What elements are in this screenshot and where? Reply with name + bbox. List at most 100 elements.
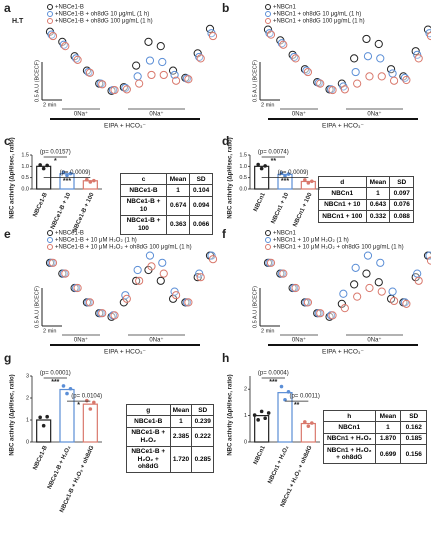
bar bbox=[300, 422, 316, 443]
panel-label: c bbox=[4, 134, 11, 148]
bar bbox=[36, 419, 52, 443]
legend-label: +NBCn1 + oh8dG 10 μg/mL (1 h) bbox=[273, 12, 361, 18]
data-point bbox=[263, 416, 267, 421]
data-point bbox=[65, 391, 69, 396]
bar bbox=[82, 403, 98, 443]
table-row: NBCe1-B 1 0.104 bbox=[120, 184, 213, 197]
table-cell: 0.332 bbox=[365, 210, 391, 223]
table-cell: 1 bbox=[374, 421, 402, 434]
data-point bbox=[61, 170, 66, 175]
data-point bbox=[340, 304, 349, 313]
table-cell: 1 bbox=[365, 187, 391, 200]
table-cell: 0.363 bbox=[165, 214, 191, 235]
data-point bbox=[328, 85, 337, 95]
table-row: NBCe1-B 1 0.239 bbox=[126, 415, 214, 428]
table-cell: 0.088 bbox=[389, 210, 414, 223]
legend-marker bbox=[47, 11, 53, 17]
panel-label: g bbox=[4, 351, 11, 365]
legend-marker bbox=[47, 244, 53, 250]
scale-x-label: 2 min bbox=[261, 102, 274, 108]
legend-marker bbox=[265, 18, 271, 24]
data-point bbox=[85, 398, 89, 403]
legend-marker bbox=[265, 4, 271, 10]
x-tick-label: NBCe1-B + 100 bbox=[72, 191, 96, 233]
table-row: NBCn1 + H₂O₂ + oh8dG 0.699 0.156 bbox=[323, 444, 427, 465]
significance: * bbox=[54, 158, 57, 165]
p-value: (p= 0.0004) bbox=[258, 371, 289, 377]
table-cell: NBCn1 + 10 bbox=[318, 198, 367, 212]
legend-label: +NBCe1-B + oh8dG 10 μg/mL (1 h) bbox=[55, 12, 149, 18]
p-value: (p= 0.0001) bbox=[40, 371, 71, 377]
data-point bbox=[353, 79, 362, 88]
p-value: (p= 0.0011) bbox=[289, 394, 319, 400]
data-point bbox=[38, 415, 42, 420]
table-cell: NBCe1-B + H₂O₂ + oh8dG bbox=[126, 445, 171, 474]
data-point bbox=[362, 269, 371, 278]
period-label: 0Na⁺ bbox=[367, 337, 381, 344]
table-cell: 1.870 bbox=[374, 432, 402, 446]
significance: *** bbox=[281, 178, 289, 185]
panel-label: h bbox=[222, 351, 229, 365]
y-tick-label: 1 bbox=[26, 417, 29, 423]
scale-y-label: 0.5 A.U (BCECF) bbox=[252, 60, 258, 102]
significance: *** bbox=[63, 178, 71, 185]
table-row: NBCn1 1 0.097 bbox=[318, 187, 414, 200]
data-point bbox=[286, 172, 291, 176]
table-cell: Mean bbox=[165, 172, 191, 186]
data-point bbox=[158, 258, 167, 267]
y-axis-label: NBC activity (ΔpH/sec, ratio) bbox=[10, 374, 16, 455]
legend-label: +NBCe1-B bbox=[55, 231, 84, 237]
bar bbox=[59, 388, 75, 443]
table-cell: 0.222 bbox=[191, 426, 214, 447]
data-point bbox=[291, 54, 300, 63]
table-header: c Mean SD bbox=[120, 172, 213, 186]
data-point bbox=[184, 75, 193, 84]
data-point bbox=[73, 55, 82, 64]
data-point bbox=[266, 30, 276, 39]
data-point bbox=[196, 273, 205, 282]
y-tick-label: 1 bbox=[244, 413, 247, 419]
data-point bbox=[351, 263, 360, 272]
period-label: 0Na⁺ bbox=[149, 111, 163, 118]
data-point bbox=[365, 72, 374, 81]
y-tick-label: 1.0 bbox=[21, 164, 29, 170]
data-point bbox=[68, 386, 73, 391]
legend-label: +NBCn1 + 10 μM H₂O₂ + oh8dG 100 μg/mL (1… bbox=[273, 245, 404, 251]
table-row: NBCe1-B + H₂O₂ + oh8dG 1.720 0.285 bbox=[126, 445, 214, 474]
data-point bbox=[45, 414, 49, 419]
table-row: NBCe1-B + 10 0.674 0.094 bbox=[120, 195, 213, 216]
table-cell: NBCe1-B bbox=[126, 415, 171, 428]
data-point bbox=[303, 67, 313, 77]
table-header: g Mean SD bbox=[126, 403, 214, 417]
data-point bbox=[402, 299, 411, 308]
y-tick-label: 1.0 bbox=[239, 164, 247, 170]
data-point bbox=[362, 34, 371, 44]
scale-x-label: 2 min bbox=[43, 328, 56, 334]
data-point bbox=[256, 162, 260, 167]
table-row: NBCn1 + H₂O₂ 1.870 0.185 bbox=[323, 432, 427, 446]
data-point bbox=[135, 276, 144, 285]
table-cell: d bbox=[318, 175, 367, 189]
legend-marker bbox=[47, 230, 53, 236]
data-point bbox=[85, 298, 95, 307]
data-point bbox=[98, 80, 107, 89]
data-point bbox=[377, 287, 386, 296]
data-point bbox=[303, 420, 307, 424]
data-point bbox=[310, 179, 314, 184]
data-point bbox=[306, 181, 311, 185]
table-cell: NBCe1-B + H₂O₂ bbox=[126, 426, 171, 447]
panel-note: H.T bbox=[12, 18, 24, 25]
p-value: (p= 0.0157) bbox=[40, 150, 71, 156]
data-point bbox=[122, 85, 131, 94]
legend-marker bbox=[265, 237, 271, 243]
data-point bbox=[363, 251, 373, 260]
data-point bbox=[363, 52, 373, 61]
table-cell: 1 bbox=[169, 415, 193, 428]
x-tick-label: NBCe1-B + 10 bbox=[50, 191, 72, 230]
data-point bbox=[283, 397, 287, 402]
period-label: 0Na⁺ bbox=[292, 337, 306, 344]
table-cell: h bbox=[323, 409, 376, 423]
table-header: h Mean SD bbox=[323, 409, 427, 423]
data-point bbox=[376, 54, 385, 63]
